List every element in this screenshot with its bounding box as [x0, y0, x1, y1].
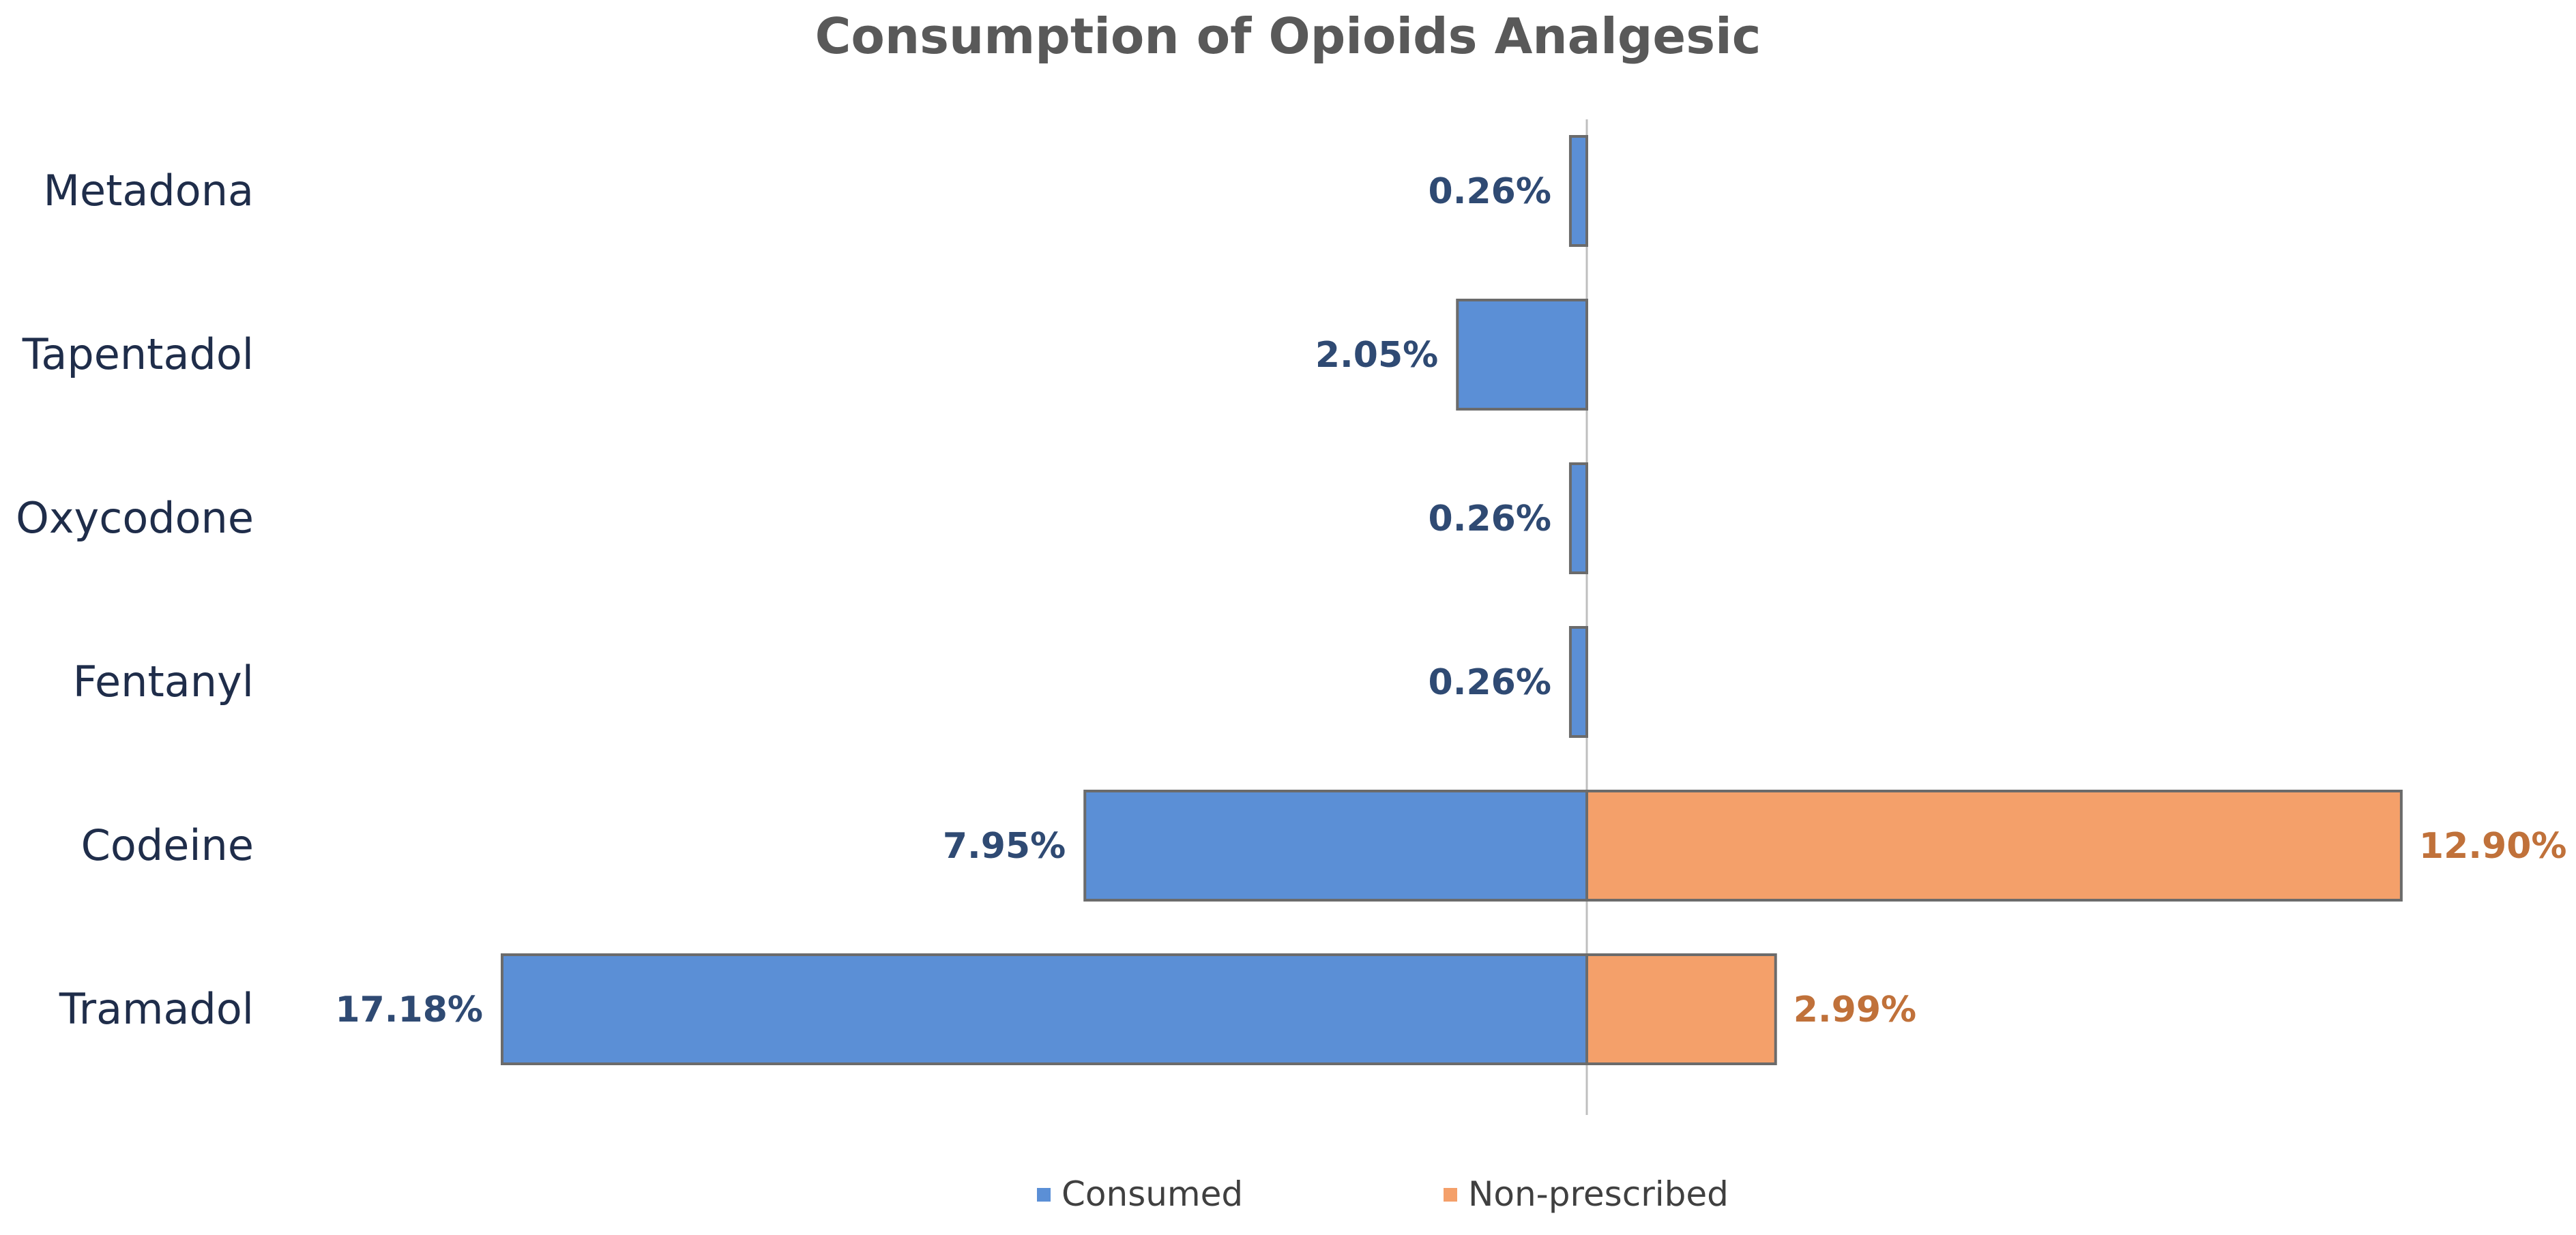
bar-consumed-oxycodone — [1568, 462, 1589, 574]
chart-title: Consumption of Opioids Analgesic — [815, 8, 1761, 65]
value-label-consumed-tramadol: 17.18% — [335, 990, 483, 1030]
bar-consumed-fentanyl — [1568, 626, 1589, 738]
bar-consumed-codeine — [1083, 790, 1589, 902]
category-label-codeine: Codeine — [81, 820, 254, 870]
value-label-non-prescribed-tramadol: 2.99% — [1794, 990, 1916, 1030]
bar-consumed-tramadol — [500, 953, 1589, 1065]
value-label-consumed-tapentadol: 2.05% — [1315, 335, 1438, 376]
legend-label-non-prescribed: Non-prescribed — [1468, 1174, 1729, 1214]
category-label-metadona: Metadona — [43, 166, 254, 215]
bar-consumed-metadona — [1568, 135, 1589, 247]
value-label-consumed-oxycodone: 0.26% — [1429, 499, 1551, 539]
value-label-non-prescribed-codeine: 12.90% — [2419, 826, 2567, 867]
category-label-fentanyl: Fentanyl — [73, 657, 254, 706]
legend-swatch-consumed — [1037, 1188, 1051, 1202]
legend-swatch-non-prescribed — [1444, 1188, 1457, 1202]
legend: Consumed Non-prescribed — [1037, 1174, 1729, 1214]
category-labels: Metadona Tapentadol Oxycodone Fentanyl Codei… — [16, 166, 254, 1034]
bar-consumed-tapentadol — [1456, 299, 1588, 411]
category-label-tramadol: Tramadol — [59, 984, 254, 1034]
category-label-tapentadol: Tapentadol — [22, 329, 254, 379]
legend-label-consumed: Consumed — [1062, 1174, 1243, 1214]
value-label-consumed-codeine: 7.95% — [943, 826, 1066, 867]
value-labels: 0.26% 2.05% 0.26% 0.26% 7.95% 17.18% 12.90% 2.9… — [335, 171, 2566, 1030]
value-label-consumed-metadona: 0.26% — [1429, 171, 1551, 212]
bar-non-prescribed-tramadol — [1585, 953, 1777, 1065]
bars — [500, 135, 2403, 1065]
category-label-oxycodone: Oxycodone — [16, 493, 254, 543]
bar-non-prescribed-codeine — [1585, 790, 2403, 902]
value-label-consumed-fentanyl: 0.26% — [1429, 662, 1551, 703]
